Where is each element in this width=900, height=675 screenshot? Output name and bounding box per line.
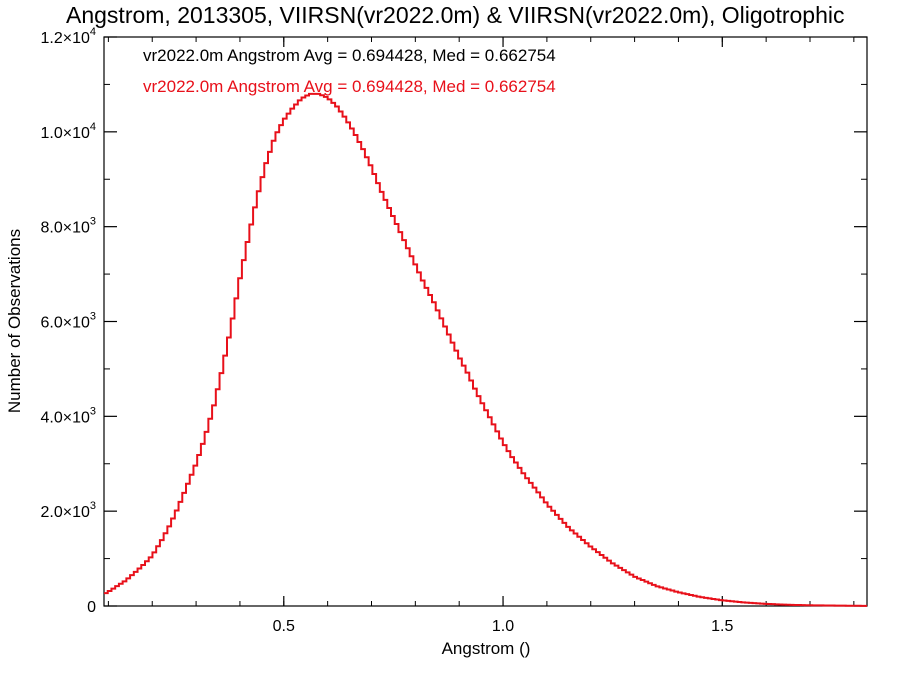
- y-axis-ticks: 0 2.0×103 4.0×103 6.0×103 8.0×103 1.0×104 1.2×…: [40, 26, 867, 616]
- annotation-black: vr2022.0m Angstrom Avg = 0.694428, Med =…: [143, 46, 556, 65]
- plot-frame: [103, 36, 868, 607]
- x-tick-label: 0.5: [273, 618, 295, 635]
- chart-title: Angstrom, 2013305, VIIRSN(vr2022.0m) & V…: [66, 2, 845, 28]
- x-axis-title: Angstrom (): [442, 639, 531, 658]
- y-tick-label: 2.0×103: [40, 500, 96, 521]
- y-tick-label: 4.0×103: [40, 405, 96, 426]
- y-tick-label: 1.2×104: [40, 26, 96, 47]
- x-tick-label: 1.0: [492, 618, 514, 635]
- x-tick-label: 1.5: [711, 618, 733, 635]
- annotation-red: vr2022.0m Angstrom Avg = 0.694428, Med =…: [143, 77, 556, 96]
- histogram-series-line: [104, 92, 867, 607]
- y-axis-title: Number of Observations: [5, 229, 24, 413]
- x-axis-ticks: 0.5 1.0 1.5: [107, 37, 855, 635]
- y-tick-label: 0: [87, 599, 96, 616]
- y-tick-label: 1.0×104: [40, 121, 96, 142]
- y-tick-label: 8.0×103: [40, 216, 96, 237]
- y-tick-label: 6.0×103: [40, 311, 96, 332]
